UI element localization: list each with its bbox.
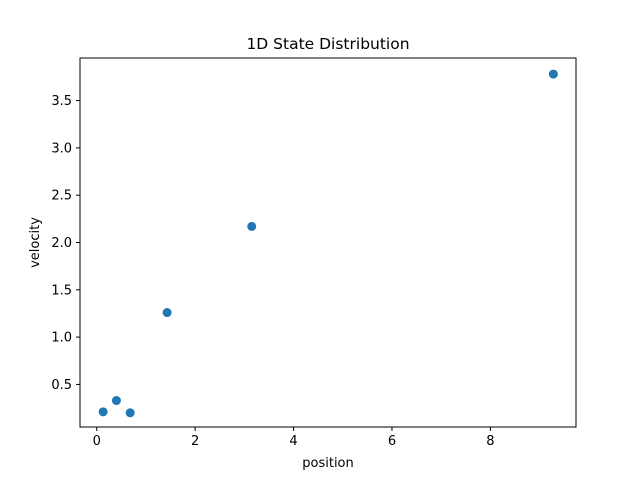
x-tick-label: 6 — [388, 434, 396, 449]
x-axis-ticks: 0 2 4 6 8 — [93, 427, 495, 449]
y-tick-label: 2.5 — [51, 189, 72, 204]
y-axis-ticks: 0.5 1.0 1.5 2.0 2.5 3.0 3.5 — [51, 94, 80, 393]
data-point — [98, 407, 108, 417]
data-point — [125, 408, 135, 418]
y-tick-label: 1.0 — [51, 331, 72, 346]
y-tick-label: 2.0 — [51, 236, 72, 251]
x-tick-label: 0 — [93, 434, 101, 449]
y-axis-label: velocity — [28, 217, 43, 268]
x-axis-label: position — [302, 456, 354, 471]
y-tick-label: 0.5 — [51, 378, 72, 393]
data-point — [548, 69, 558, 79]
points-layer — [98, 69, 558, 418]
x-tick-label: 4 — [289, 434, 297, 449]
data-point — [247, 221, 257, 231]
y-tick-label: 3.5 — [51, 94, 72, 109]
data-point — [162, 308, 172, 318]
x-tick-label: 8 — [486, 434, 494, 449]
plot-frame — [79, 57, 577, 428]
y-tick-label: 1.5 — [51, 283, 72, 298]
data-point — [111, 396, 121, 406]
chart-title: 1D State Distribution — [246, 35, 409, 53]
x-tick-label: 2 — [191, 434, 199, 449]
y-tick-label: 3.0 — [51, 141, 72, 156]
